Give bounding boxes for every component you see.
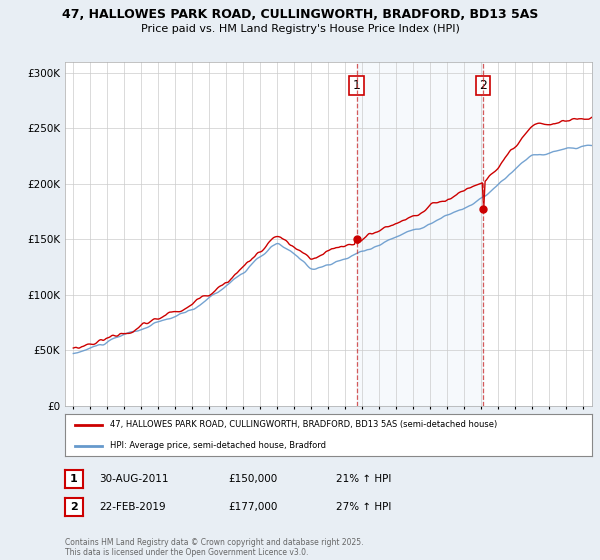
Text: 1: 1 [353, 79, 361, 92]
Text: 2: 2 [479, 79, 487, 92]
Text: 21% ↑ HPI: 21% ↑ HPI [336, 474, 391, 484]
Text: HPI: Average price, semi-detached house, Bradford: HPI: Average price, semi-detached house,… [110, 441, 326, 450]
Text: £150,000: £150,000 [228, 474, 277, 484]
Bar [356, 62, 483, 406]
Text: 27% ↑ HPI: 27% ↑ HPI [336, 502, 391, 512]
Text: £177,000: £177,000 [228, 502, 277, 512]
Text: Contains HM Land Registry data © Crown copyright and database right 2025.
This d: Contains HM Land Registry data © Crown c… [65, 538, 364, 557]
Text: Price paid vs. HM Land Registry's House Price Index (HPI): Price paid vs. HM Land Registry's House … [140, 24, 460, 34]
Text: 47, HALLOWES PARK ROAD, CULLINGWORTH, BRADFORD, BD13 5AS (semi-detached house): 47, HALLOWES PARK ROAD, CULLINGWORTH, BR… [110, 421, 497, 430]
Text: 2: 2 [70, 502, 77, 512]
Text: 1: 1 [70, 474, 77, 484]
Text: 30-AUG-2011: 30-AUG-2011 [99, 474, 169, 484]
Text: 47, HALLOWES PARK ROAD, CULLINGWORTH, BRADFORD, BD13 5AS: 47, HALLOWES PARK ROAD, CULLINGWORTH, BR… [62, 8, 538, 21]
Text: 22-FEB-2019: 22-FEB-2019 [99, 502, 166, 512]
